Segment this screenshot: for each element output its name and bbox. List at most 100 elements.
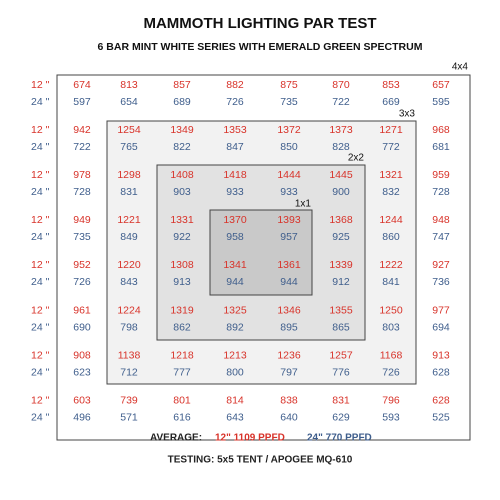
ppfd-24: 797	[280, 366, 298, 378]
ppfd-24: 525	[432, 411, 450, 423]
ppfd-24: 595	[432, 96, 450, 108]
ppfd-24: 629	[332, 411, 350, 423]
ppfd-12: 1341	[223, 259, 247, 271]
ppfd-12: 1244	[379, 214, 403, 226]
ppfd-12: 853	[382, 79, 400, 91]
ppfd-12: 857	[173, 79, 191, 91]
zone-label: 2x2	[348, 153, 365, 164]
row-label-24: 24 "	[31, 276, 50, 288]
subtitle: 6 BAR MINT WHITE SERIES WITH EMERALD GRE…	[98, 41, 423, 53]
ppfd-24: 765	[120, 141, 138, 153]
ppfd-12: 875	[280, 79, 298, 91]
ppfd-12: 603	[73, 394, 91, 406]
ppfd-12: 1213	[223, 349, 247, 361]
ppfd-24: 643	[226, 411, 244, 423]
ppfd-24: 726	[226, 96, 244, 108]
ppfd-24: 777	[173, 366, 191, 378]
ppfd-12: 908	[73, 349, 91, 361]
ppfd-24: 944	[226, 276, 244, 288]
ppfd-24: 722	[73, 141, 91, 153]
ppfd-24: 689	[173, 96, 191, 108]
ppfd-12: 1298	[117, 169, 141, 181]
ppfd-12: 1393	[277, 214, 301, 226]
ppfd-12: 1370	[223, 214, 247, 226]
ppfd-12: 674	[73, 79, 91, 91]
ppfd-24: 772	[382, 141, 400, 153]
ppfd-12: 1250	[379, 304, 403, 316]
ppfd-24: 722	[332, 96, 350, 108]
ppfd-12: 1254	[117, 124, 141, 136]
ppfd-24: 933	[226, 186, 244, 198]
ppfd-24: 803	[382, 321, 400, 333]
ppfd-12: 813	[120, 79, 138, 91]
ppfd-12: 1349	[170, 124, 194, 136]
ppfd-24: 597	[73, 96, 91, 108]
ppfd-24: 616	[173, 411, 191, 423]
ppfd-12: 882	[226, 79, 244, 91]
ppfd-12: 1372	[277, 124, 301, 136]
ppfd-12: 1331	[170, 214, 194, 226]
ppfd-12: 796	[382, 394, 400, 406]
ppfd-12: 959	[432, 169, 450, 181]
ppfd-12: 1321	[379, 169, 403, 181]
ppfd-24: 593	[382, 411, 400, 423]
ppfd-24: 862	[173, 321, 191, 333]
row-label-12: 12 "	[31, 79, 50, 91]
ppfd-24: 933	[280, 186, 298, 198]
ppfd-24: 822	[173, 141, 191, 153]
ppfd-12: 657	[432, 79, 450, 91]
row-label-12: 12 "	[31, 304, 50, 316]
row-label-12: 12 "	[31, 349, 50, 361]
ppfd-24: 900	[332, 186, 350, 198]
testing: TESTING: 5x5 TENT / APOGEE MQ-610	[168, 455, 353, 466]
ppfd-24: 865	[332, 321, 350, 333]
ppfd-24: 726	[73, 276, 91, 288]
ppfd-12: 838	[280, 394, 298, 406]
ppfd-24: 694	[432, 321, 450, 333]
cells: 12 " 24 " 674 597 813 654 857 689 882 726 875 735 87…	[31, 79, 450, 424]
ppfd-12: 801	[173, 394, 191, 406]
ppfd-24: 628	[432, 366, 450, 378]
ppfd-24: 922	[173, 231, 191, 243]
ppfd-12: 977	[432, 304, 450, 316]
ppfd-24: 571	[120, 411, 138, 423]
ppfd-12: 913	[432, 349, 450, 361]
ppfd-12: 1168	[380, 349, 403, 361]
row-label-24: 24 "	[31, 141, 50, 153]
ppfd-12: 942	[73, 124, 91, 136]
ppfd-24: 832	[382, 186, 400, 198]
ppfd-12: 1408	[170, 169, 194, 181]
ppfd-24: 640	[280, 411, 298, 423]
ppfd-12: 961	[73, 304, 91, 316]
ppfd-12: 739	[120, 394, 138, 406]
ppfd-24: 712	[120, 366, 138, 378]
ppfd-12: 978	[73, 169, 91, 181]
zone-label: 4x4	[452, 62, 469, 73]
ppfd-12: 1221	[117, 214, 141, 226]
ppfd-24: 735	[73, 231, 91, 243]
row-label-24: 24 "	[31, 321, 50, 333]
zone-label: 1x1	[295, 199, 312, 210]
ppfd-24: 726	[382, 366, 400, 378]
row-label-12: 12 "	[31, 124, 50, 136]
row-label-24: 24 "	[31, 411, 50, 423]
ppfd-12: 1368	[329, 214, 353, 226]
ppfd-24: 912	[332, 276, 350, 288]
ppfd-12: 628	[432, 394, 450, 406]
ppfd-24: 747	[432, 231, 450, 243]
ppfd-12: 1138	[118, 349, 141, 361]
ppfd-12: 952	[73, 259, 91, 271]
ppfd-24: 798	[120, 321, 138, 333]
ppfd-24: 735	[280, 96, 298, 108]
ppfd-24: 841	[382, 276, 400, 288]
ppfd-24: 843	[120, 276, 138, 288]
ppfd-12: 927	[432, 259, 450, 271]
ppfd-24: 654	[120, 96, 138, 108]
title: MAMMOTH LIGHTING PAR TEST	[143, 15, 376, 32]
ppfd-24: 690	[73, 321, 91, 333]
ppfd-12: 1236	[277, 349, 301, 361]
ppfd-12: 814	[226, 394, 244, 406]
ppfd-24: 776	[332, 366, 350, 378]
row-label-24: 24 "	[31, 96, 50, 108]
ppfd-24: 800	[226, 366, 244, 378]
